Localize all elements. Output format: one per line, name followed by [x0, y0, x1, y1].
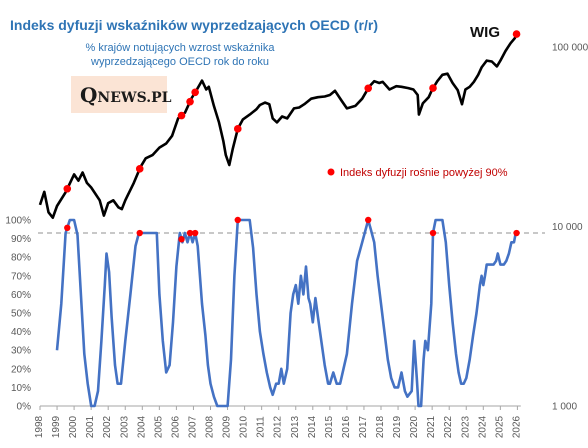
wig-marker: [512, 30, 521, 38]
left-axis-tick-label: 90%: [11, 234, 31, 245]
left-axis-tick-label: 10%: [11, 383, 31, 394]
left-axis-tick-label: 80%: [11, 253, 31, 264]
x-axis-tick-label: 2001: [85, 415, 96, 438]
x-axis: 1998 1999 2000 2001 2002 2003 2004 2005 2006 2007…: [34, 405, 522, 438]
left-axis-tick-label: 70%: [11, 271, 31, 282]
x-axis-tick-label: 1998: [34, 415, 45, 438]
right-axis-tick-label: 10 000: [552, 222, 583, 233]
x-axis-tick-label: 2021: [426, 415, 437, 438]
qnews-logo: QNEWS.PL: [71, 76, 172, 113]
x-axis-tick-label: 2003: [119, 415, 130, 438]
left-axis: 100% 90% 80% 70% 60% 50% 40% 30% 20% 10% 0%: [5, 216, 31, 413]
diffusion-marker: [429, 229, 437, 237]
left-axis-tick-label: 0%: [17, 402, 32, 413]
diffusion-marker: [136, 229, 143, 237]
wig-marker: [233, 125, 242, 133]
x-axis-tick-label: 2022: [443, 415, 454, 438]
series-label-wig: WIG: [470, 24, 500, 41]
wig-marker: [135, 165, 144, 173]
chart-subtitle-line2: wyprzedzającego OECD rok do roku: [90, 56, 269, 68]
x-axis-tick-label: 2011: [256, 416, 267, 438]
x-axis-tick-label: 2018: [375, 415, 386, 438]
left-axis-tick-label: 30%: [11, 346, 31, 357]
x-axis-tick-label: 2013: [290, 415, 301, 438]
logo-background: [71, 76, 167, 113]
left-axis-tick-label: 100%: [5, 216, 31, 227]
x-axis-tick-label: 2014: [307, 415, 318, 438]
diffusion-marker: [234, 216, 241, 224]
x-axis-tick-label: 2010: [239, 415, 250, 438]
left-axis-tick-label: 50%: [11, 309, 31, 320]
right-axis-tick-label: 100 000: [552, 43, 588, 54]
x-axis-tick-label: 2009: [222, 415, 233, 438]
diffusion-marker: [365, 216, 372, 224]
left-axis-tick-label: 60%: [11, 290, 31, 301]
x-axis-tick-label: 2019: [392, 415, 403, 438]
chart-title: Indeks dyfuzji wskaźników wyprzedzającyc…: [10, 17, 378, 33]
wig-marker: [63, 184, 72, 193]
x-axis-tick-label: 2025: [494, 415, 505, 438]
wig-marker: [186, 97, 194, 106]
diffusion-marker: [64, 224, 71, 232]
x-axis-tick-label: 2016: [341, 415, 352, 438]
legend-marker-dot: [327, 168, 335, 176]
wig-marker: [177, 111, 186, 120]
x-axis-tick-label: 2008: [205, 415, 216, 438]
x-axis-tick-label: 2020: [409, 415, 420, 438]
wig-marker: [364, 84, 373, 93]
x-axis-tick-label: 2005: [153, 415, 164, 438]
x-axis-tick-label: 2006: [170, 415, 181, 438]
diffusion-marker: [178, 236, 185, 243]
x-axis-tick-label: 2004: [136, 415, 147, 438]
left-axis-tick-label: 40%: [11, 327, 31, 338]
diffusion-marker: [186, 229, 194, 237]
diffusion-marker: [191, 229, 199, 237]
x-axis-tick-label: 2023: [460, 415, 471, 438]
chart-subtitle-line1: % krajów notujących wzrost wskaźnika: [86, 42, 276, 54]
wig-marker: [429, 84, 437, 92]
diffusion-marker: [513, 229, 520, 237]
x-axis-tick-label: 2002: [102, 415, 113, 438]
right-axis: 100 000 10 000 1 000: [552, 43, 588, 413]
x-axis-tick-label: 1999: [51, 415, 62, 438]
wig-series-line: [38, 33, 518, 219]
highlight-markers: [63, 30, 521, 243]
legend-marker-text: Indeks dyfuzji rośnie powyżej 90%: [340, 167, 508, 179]
wig-marker: [191, 88, 199, 97]
x-axis-tick-label: 2007: [187, 415, 198, 438]
x-axis-tick-label: 2024: [477, 415, 488, 438]
x-axis-tick-label: 2000: [68, 415, 79, 438]
x-axis-tick-label: 2015: [324, 415, 335, 438]
x-axis-tick-label: 2026: [511, 415, 522, 438]
diffusion-series-line: [55, 218, 517, 408]
left-axis-tick-label: 20%: [11, 364, 31, 375]
x-axis-tick-label: 2017: [358, 415, 369, 438]
right-axis-tick-label: 1 000: [552, 402, 577, 413]
x-axis-tick-label: 2012: [273, 415, 284, 438]
